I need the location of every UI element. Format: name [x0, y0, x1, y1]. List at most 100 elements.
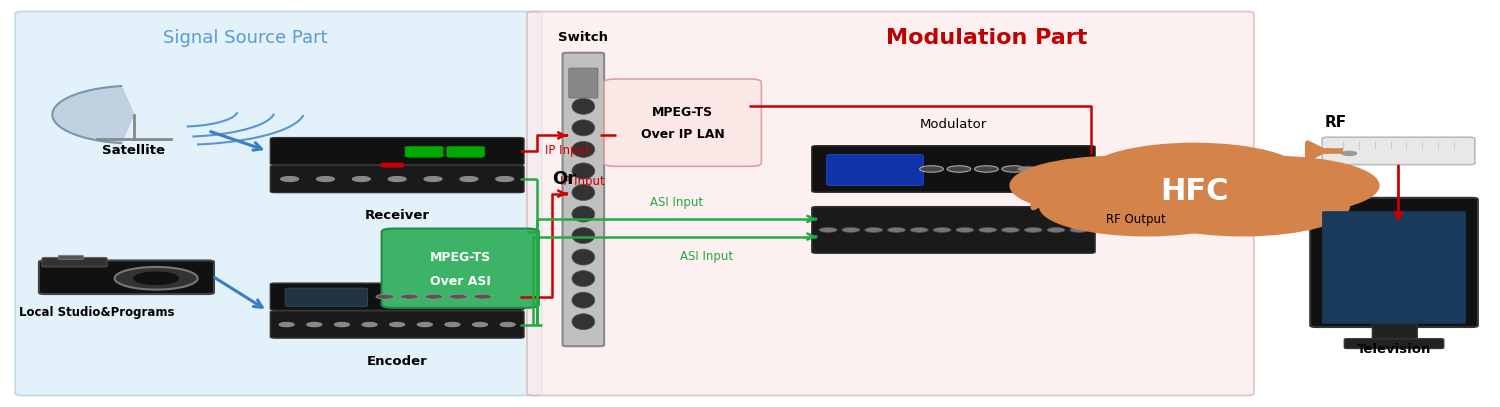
Text: Over IP LAN: Over IP LAN	[640, 128, 724, 141]
FancyBboxPatch shape	[827, 155, 924, 186]
FancyBboxPatch shape	[1310, 198, 1478, 327]
Circle shape	[388, 177, 406, 182]
Ellipse shape	[572, 314, 596, 330]
Circle shape	[1042, 166, 1062, 172]
FancyBboxPatch shape	[1322, 137, 1474, 165]
Circle shape	[424, 177, 442, 182]
Ellipse shape	[572, 228, 596, 243]
Circle shape	[1341, 151, 1356, 155]
Circle shape	[450, 294, 468, 299]
FancyBboxPatch shape	[15, 11, 542, 396]
Circle shape	[352, 177, 370, 182]
Ellipse shape	[572, 98, 596, 114]
Text: RF: RF	[1324, 115, 1347, 130]
FancyBboxPatch shape	[270, 311, 524, 338]
Text: Signal Source Part: Signal Source Part	[164, 29, 327, 47]
Circle shape	[865, 228, 882, 232]
Circle shape	[975, 166, 999, 172]
Ellipse shape	[572, 184, 596, 201]
Circle shape	[1017, 166, 1038, 172]
Circle shape	[1047, 228, 1065, 232]
FancyBboxPatch shape	[447, 146, 485, 158]
Circle shape	[362, 322, 376, 326]
Circle shape	[1024, 228, 1042, 232]
Circle shape	[1136, 177, 1350, 236]
Circle shape	[334, 322, 350, 326]
Circle shape	[1083, 161, 1306, 222]
Text: Over ASI: Over ASI	[430, 275, 490, 288]
Circle shape	[424, 294, 442, 299]
Text: Modulator: Modulator	[920, 118, 987, 131]
Circle shape	[1088, 143, 1302, 201]
Ellipse shape	[572, 249, 596, 265]
FancyBboxPatch shape	[1344, 339, 1443, 348]
FancyBboxPatch shape	[270, 166, 524, 193]
Text: IP Input: IP Input	[560, 175, 604, 188]
Text: Satellite: Satellite	[102, 144, 165, 158]
Circle shape	[446, 322, 460, 326]
Text: Modulation Part: Modulation Part	[886, 28, 1088, 48]
FancyBboxPatch shape	[562, 53, 604, 346]
Text: Encoder: Encoder	[368, 354, 428, 368]
Circle shape	[1002, 228, 1020, 232]
FancyBboxPatch shape	[604, 79, 762, 166]
Circle shape	[946, 166, 970, 172]
Circle shape	[390, 322, 405, 326]
FancyBboxPatch shape	[270, 138, 524, 165]
Circle shape	[842, 228, 860, 232]
Circle shape	[1070, 228, 1088, 232]
Text: RF Output: RF Output	[1106, 214, 1166, 226]
Circle shape	[1010, 156, 1224, 214]
FancyBboxPatch shape	[270, 283, 524, 310]
Circle shape	[114, 267, 198, 290]
FancyBboxPatch shape	[405, 146, 442, 158]
Ellipse shape	[572, 271, 596, 287]
FancyBboxPatch shape	[58, 255, 84, 259]
Ellipse shape	[572, 206, 596, 222]
Text: Switch: Switch	[558, 31, 609, 44]
Circle shape	[1166, 156, 1378, 214]
Text: ASI Input: ASI Input	[680, 250, 734, 263]
Circle shape	[279, 322, 294, 326]
Circle shape	[1002, 166, 1026, 172]
FancyBboxPatch shape	[285, 288, 368, 306]
FancyBboxPatch shape	[812, 207, 1095, 253]
Text: MPEG-TS: MPEG-TS	[429, 251, 490, 264]
Circle shape	[1040, 177, 1254, 236]
Circle shape	[134, 272, 178, 284]
Circle shape	[978, 228, 996, 232]
FancyBboxPatch shape	[812, 146, 1095, 192]
Ellipse shape	[572, 163, 596, 179]
Ellipse shape	[572, 120, 596, 136]
Text: MPEG-TS: MPEG-TS	[652, 107, 714, 119]
Ellipse shape	[572, 141, 596, 158]
FancyBboxPatch shape	[1372, 321, 1417, 342]
Circle shape	[1066, 166, 1088, 172]
Circle shape	[474, 294, 492, 299]
Circle shape	[316, 177, 334, 182]
Polygon shape	[53, 86, 134, 143]
FancyBboxPatch shape	[42, 257, 106, 267]
Text: Television: Television	[1358, 343, 1431, 356]
Circle shape	[472, 322, 488, 326]
Circle shape	[460, 177, 478, 182]
Ellipse shape	[572, 292, 596, 308]
Text: IP Input: IP Input	[544, 144, 590, 157]
Circle shape	[956, 228, 974, 232]
FancyBboxPatch shape	[568, 68, 598, 98]
Circle shape	[933, 228, 951, 232]
FancyBboxPatch shape	[526, 11, 1254, 396]
FancyBboxPatch shape	[1322, 211, 1466, 324]
Text: ASI Input: ASI Input	[650, 196, 704, 209]
FancyBboxPatch shape	[39, 260, 214, 294]
Circle shape	[417, 322, 432, 326]
Text: Or: Or	[552, 170, 576, 188]
Circle shape	[501, 322, 515, 326]
FancyBboxPatch shape	[381, 229, 538, 308]
Circle shape	[308, 322, 321, 326]
Circle shape	[400, 294, 418, 299]
Circle shape	[496, 177, 513, 182]
Circle shape	[910, 228, 928, 232]
Circle shape	[819, 228, 837, 232]
FancyBboxPatch shape	[381, 163, 404, 168]
